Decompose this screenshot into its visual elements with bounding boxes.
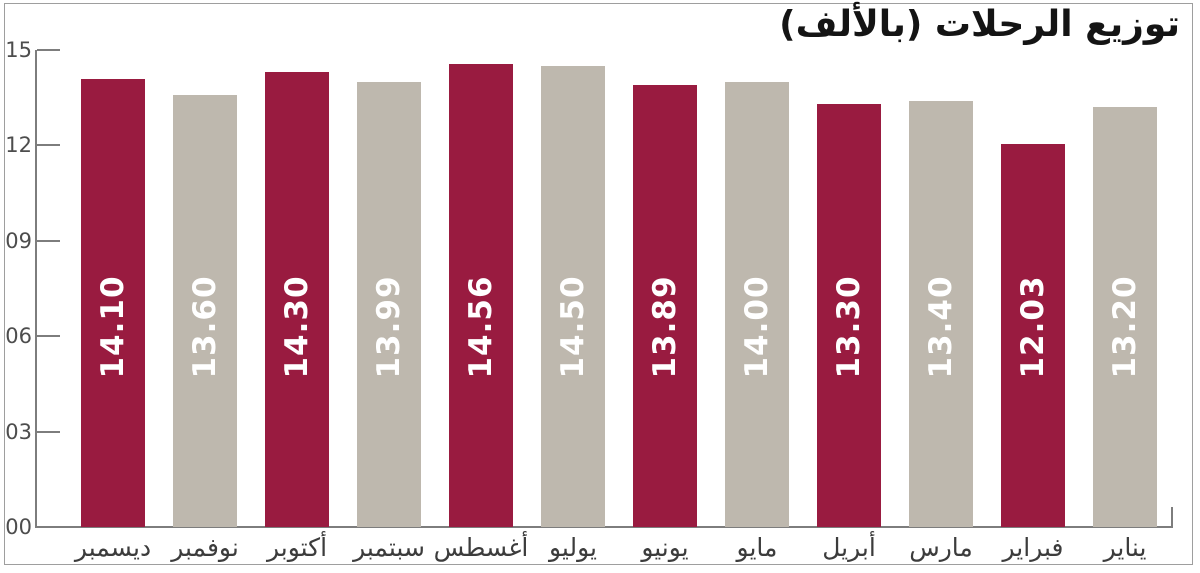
bar-july bbox=[541, 65, 605, 527]
bar-march bbox=[909, 100, 973, 527]
bar-december bbox=[81, 78, 145, 527]
x-axis-label-april: أبريل bbox=[822, 533, 876, 562]
bar-value-label: 14.10 bbox=[95, 275, 131, 379]
x-axis-end-tick bbox=[1171, 507, 1173, 527]
x-axis-label-february: فبراير bbox=[1002, 533, 1064, 562]
x-axis-label-june: يونيو bbox=[641, 533, 689, 562]
bar-september bbox=[357, 82, 421, 527]
bar-value-label: 13.89 bbox=[647, 275, 683, 379]
x-axis-label-may: مايو bbox=[736, 533, 778, 562]
chart-title: توزيع الرحلات (بالألف) bbox=[779, 4, 1180, 45]
x-axis-label-march: مارس bbox=[909, 533, 973, 562]
y-axis-tick bbox=[37, 144, 60, 147]
x-axis-label-october: أكتوبر bbox=[266, 533, 328, 562]
bar-value-label: 13.20 bbox=[1107, 275, 1143, 379]
bar-value-label: 12.03 bbox=[1015, 275, 1051, 379]
y-axis-tick-label: 00 bbox=[5, 515, 32, 539]
bar-january bbox=[1093, 107, 1157, 527]
x-axis-label-january: يناير bbox=[1103, 533, 1147, 562]
bar-value-label: 13.40 bbox=[923, 275, 959, 379]
bar-value-label: 14.50 bbox=[555, 275, 591, 379]
bar-value-label: 14.30 bbox=[279, 275, 315, 379]
bar-value-label: 13.60 bbox=[187, 275, 223, 379]
y-axis-tick-label: 09 bbox=[5, 228, 32, 253]
bar-february bbox=[1001, 144, 1065, 527]
bar-value-label: 13.99 bbox=[371, 275, 407, 379]
bar-value-label: 14.00 bbox=[739, 275, 775, 379]
x-axis-line bbox=[35, 526, 1173, 528]
bar-value-label: 13.30 bbox=[831, 275, 867, 379]
x-axis-label-november: نوفمبر bbox=[171, 533, 239, 562]
bar-november bbox=[173, 94, 237, 527]
y-axis-tick-label: 06 bbox=[5, 324, 32, 349]
y-axis-tick-label: 03 bbox=[5, 419, 32, 444]
bar-august bbox=[449, 63, 513, 527]
y-axis-tick bbox=[37, 239, 60, 242]
x-axis-label-august: أغسطس bbox=[433, 533, 529, 562]
x-axis-label-december: ديسمبر bbox=[74, 533, 152, 562]
x-axis-label-july: يوليو bbox=[549, 533, 597, 562]
bar-june bbox=[633, 85, 697, 527]
y-axis-tick bbox=[37, 430, 60, 433]
bar-may bbox=[725, 81, 789, 527]
y-axis-tick-label: 15 bbox=[5, 38, 32, 62]
bar-april bbox=[817, 104, 881, 527]
bar-october bbox=[265, 72, 329, 527]
y-axis-line bbox=[35, 50, 37, 528]
y-axis-tick-label: 12 bbox=[5, 133, 32, 158]
bar-value-label: 14.56 bbox=[463, 275, 499, 379]
y-axis-tick bbox=[37, 49, 60, 51]
y-axis-tick bbox=[37, 335, 60, 338]
x-axis-label-september: سبتمبر bbox=[353, 533, 425, 562]
